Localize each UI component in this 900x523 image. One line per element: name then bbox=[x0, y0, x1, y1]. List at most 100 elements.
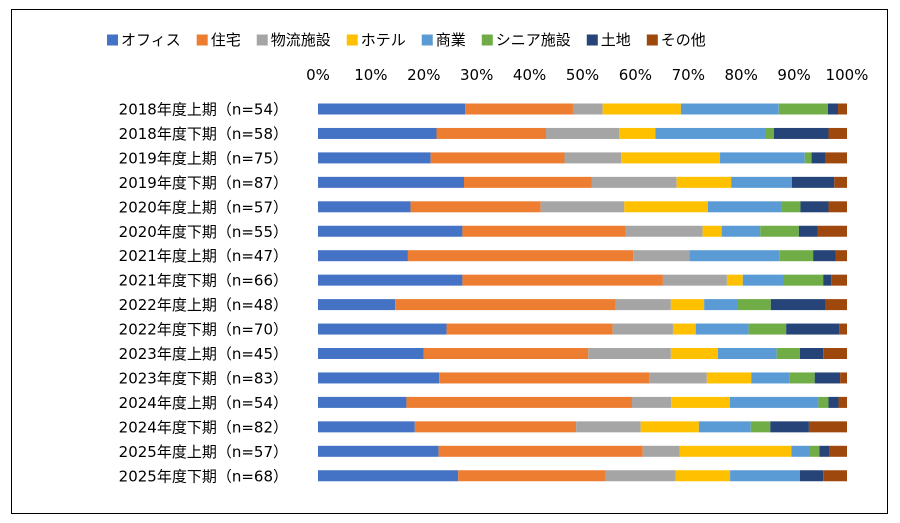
bar-segment bbox=[834, 176, 847, 188]
bar-segment bbox=[545, 127, 620, 139]
legend-label-6: 土地 bbox=[601, 31, 631, 49]
bar-segment bbox=[621, 152, 721, 164]
x-tick-label: 20% bbox=[407, 66, 440, 84]
legend-label-1: 住宅 bbox=[211, 31, 241, 49]
bar-segment bbox=[781, 201, 801, 213]
bar-segment bbox=[823, 274, 832, 286]
bar-segment bbox=[640, 421, 699, 433]
bar-segment bbox=[680, 103, 779, 115]
category-label: 2020年度下期（n=55） bbox=[119, 223, 288, 241]
bar-segment bbox=[670, 348, 718, 359]
bar-segment bbox=[827, 103, 839, 115]
bar-segment bbox=[839, 323, 847, 335]
bar-segment bbox=[642, 445, 680, 457]
bar-segment bbox=[770, 299, 826, 311]
bar-segment bbox=[318, 323, 447, 335]
bar-segment bbox=[670, 299, 705, 311]
bar-segment bbox=[605, 470, 676, 482]
bar-segment bbox=[462, 274, 663, 286]
bar-segment bbox=[791, 445, 810, 457]
bar-segment bbox=[819, 445, 830, 457]
bar-segment bbox=[770, 421, 809, 433]
bar-segment bbox=[318, 299, 396, 311]
bar-segment bbox=[464, 176, 592, 188]
category-label: 2024年度上期（n=54） bbox=[119, 394, 288, 412]
bar-segment bbox=[800, 201, 829, 213]
bar-segment bbox=[465, 103, 573, 115]
x-tick-label: 70% bbox=[672, 66, 705, 84]
legend-label-3: ホテル bbox=[361, 31, 406, 49]
bar-segment bbox=[318, 421, 415, 433]
bar-segment bbox=[591, 176, 677, 188]
bar-segment bbox=[698, 421, 751, 433]
bar-segment bbox=[318, 225, 463, 237]
bar-segment bbox=[564, 152, 622, 164]
legend-label-2: 物流施設 bbox=[271, 31, 331, 49]
category-label: 2018年度下期（n=58） bbox=[119, 125, 288, 143]
bar-segment bbox=[786, 323, 840, 335]
bar-segment bbox=[430, 152, 565, 164]
bar-segment bbox=[414, 421, 577, 433]
bar-segment bbox=[765, 127, 774, 139]
bar-segment bbox=[717, 348, 777, 359]
bar-segment bbox=[811, 152, 826, 164]
bar-segment bbox=[602, 103, 681, 115]
bar-segment bbox=[706, 372, 752, 384]
bar-segment bbox=[789, 372, 815, 384]
bar-segment bbox=[318, 348, 424, 359]
bar-segment bbox=[813, 250, 836, 262]
bar-segment bbox=[748, 323, 787, 335]
bar-segment bbox=[809, 445, 820, 457]
category-label: 2025年度下期（n=68） bbox=[119, 467, 288, 485]
bar-segment bbox=[439, 372, 650, 384]
x-axis-tick-labels: 0% 10% 20% 30% 40% 50% 60% 70% 80% 90% 100% bbox=[306, 66, 868, 84]
bar-segment bbox=[840, 372, 847, 384]
x-tick-label: 0% bbox=[306, 66, 330, 84]
bar-segment bbox=[838, 103, 847, 115]
x-tick-label: 40% bbox=[513, 66, 546, 84]
bar-segment bbox=[588, 348, 671, 359]
x-tick-label: 60% bbox=[619, 66, 652, 84]
bar-segment bbox=[823, 470, 847, 482]
bar-segment bbox=[318, 201, 411, 213]
bar-segment bbox=[675, 470, 731, 482]
category-label: 2018年度上期（n=54） bbox=[119, 101, 288, 119]
bar-segment bbox=[676, 176, 732, 188]
bar-segment bbox=[572, 103, 603, 115]
bar-segment bbox=[704, 299, 738, 311]
bar-segment bbox=[407, 250, 634, 262]
bar-segment bbox=[742, 274, 783, 286]
bar-segment bbox=[318, 250, 408, 262]
bar-segment bbox=[720, 152, 805, 164]
legend-label-7: その他 bbox=[661, 31, 706, 49]
x-tick-label: 50% bbox=[566, 66, 599, 84]
bar-segment bbox=[679, 445, 792, 457]
legend-swatch-6 bbox=[586, 34, 598, 46]
bar-segments bbox=[318, 103, 847, 482]
bar-segment bbox=[436, 127, 546, 139]
bar-segment bbox=[632, 396, 672, 408]
bar-segment bbox=[798, 225, 818, 237]
bar-segment bbox=[423, 348, 589, 359]
bar-segment bbox=[318, 445, 439, 457]
bar-segment bbox=[729, 396, 819, 408]
bar-segment bbox=[410, 201, 541, 213]
chart-legend: オフィス 住宅 物流施設 ホテル 商業 シニア施設 土地 その他 bbox=[107, 31, 706, 49]
bar-segment bbox=[825, 152, 847, 164]
bar-segment bbox=[318, 103, 466, 115]
bar-segment bbox=[462, 225, 626, 237]
bar-segment bbox=[817, 225, 847, 237]
bar-segment bbox=[672, 323, 696, 335]
bar-segment bbox=[782, 274, 824, 286]
bar-segment bbox=[804, 152, 812, 164]
bar-segment bbox=[318, 127, 437, 139]
bar-segment bbox=[779, 250, 814, 262]
category-label: 2025年度上期（n=57） bbox=[119, 443, 288, 461]
bar-segment bbox=[750, 421, 771, 433]
legend-swatch-4 bbox=[421, 34, 433, 46]
bar-segment bbox=[760, 225, 799, 237]
category-label: 2021年度下期（n=66） bbox=[119, 272, 288, 290]
x-tick-label: 10% bbox=[354, 66, 387, 84]
bar-segment bbox=[318, 396, 407, 408]
